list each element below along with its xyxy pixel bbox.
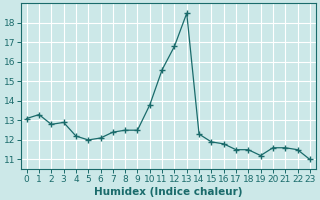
X-axis label: Humidex (Indice chaleur): Humidex (Indice chaleur) xyxy=(94,187,243,197)
